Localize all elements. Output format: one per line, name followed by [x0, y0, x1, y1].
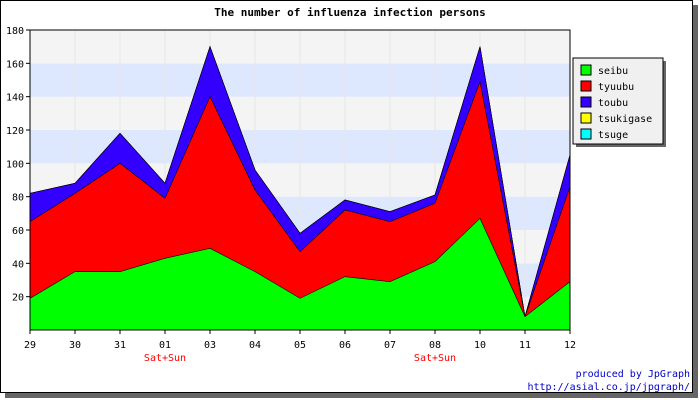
legend: seibu tyuubu toubu tsukigase tsuge	[572, 57, 666, 147]
legend-swatch-tsuge	[580, 128, 592, 140]
legend-label-seibu: seibu	[598, 66, 628, 77]
axes: 20 40 60 80 100 120 140 160 180 29 30 31 01 03 04 05 06 0…	[6, 26, 576, 364]
credit-line-1: produced by JpGraph	[576, 369, 690, 380]
weekend-label: Sat+Sun	[144, 353, 186, 364]
y-tick-label: 40	[12, 259, 24, 270]
legend-swatch-tyuubu	[580, 80, 592, 92]
x-tick-label: 01	[159, 340, 171, 351]
credit-line-2: http://asial.co.jp/jpgraph/	[527, 382, 690, 393]
legend-label-tsukigase: tsukigase	[598, 114, 652, 125]
chart-title: The number of influenza infection person…	[214, 6, 486, 19]
area-series	[29, 45, 571, 331]
x-tick-label: 05	[294, 340, 306, 351]
x-tick-label: 12	[564, 340, 576, 351]
y-tick-label: 140	[6, 93, 24, 104]
legend-swatch-tsukigase	[580, 112, 592, 124]
y-tick-label: 20	[12, 293, 24, 304]
y-tick-label: 180	[6, 26, 24, 37]
x-tick-label: 07	[384, 340, 396, 351]
weekend-label: Sat+Sun	[414, 353, 456, 364]
legend-swatch-seibu	[580, 64, 592, 76]
x-tick-label: 04	[249, 340, 261, 351]
area-seibu	[29, 217, 571, 331]
y-tick-label: 160	[6, 59, 24, 70]
y-tick-label: 80	[12, 193, 24, 204]
x-tick-label: 03	[204, 340, 216, 351]
legend-label-tsuge: tsuge	[598, 130, 628, 141]
legend-label-tyuubu: tyuubu	[598, 82, 634, 93]
x-tick-label: 08	[429, 340, 441, 351]
x-tick-label: 29	[24, 340, 36, 351]
y-tick-label: 100	[6, 159, 24, 170]
x-tick-label: 06	[339, 340, 351, 351]
x-tick-label: 10	[474, 340, 486, 351]
legend-label-toubu: toubu	[598, 98, 628, 109]
x-tick-label: 11	[519, 340, 531, 351]
y-tick-label: 60	[12, 226, 24, 237]
y-tick-label: 120	[6, 126, 24, 137]
legend-swatch-toubu	[580, 96, 592, 108]
x-tick-label: 31	[114, 340, 126, 351]
x-tick-label: 30	[69, 340, 81, 351]
